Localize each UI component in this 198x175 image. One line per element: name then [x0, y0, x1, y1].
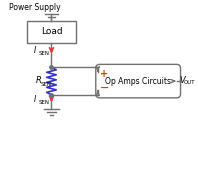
Text: I: I	[34, 95, 36, 104]
Text: R: R	[36, 76, 42, 85]
Text: −: −	[100, 83, 109, 93]
Text: SEN: SEN	[39, 51, 50, 56]
Text: +: +	[100, 69, 109, 79]
Text: SEN: SEN	[41, 82, 52, 87]
Text: Power Supply: Power Supply	[9, 3, 61, 12]
Text: I: I	[34, 46, 36, 55]
FancyBboxPatch shape	[27, 21, 76, 43]
Text: SEN: SEN	[39, 100, 50, 105]
Text: V: V	[180, 76, 185, 85]
Text: Load: Load	[41, 27, 62, 36]
Text: OUT: OUT	[183, 80, 195, 85]
FancyBboxPatch shape	[96, 64, 181, 98]
Text: Op Amps Circuits: Op Amps Circuits	[105, 77, 171, 86]
